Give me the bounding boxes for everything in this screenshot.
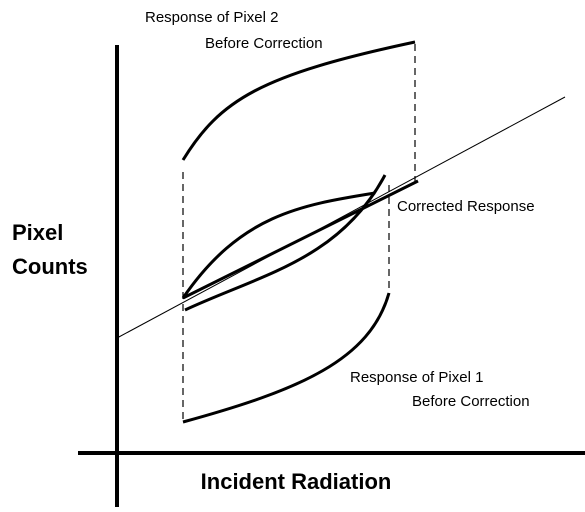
pixel1-label: Response of Pixel 1 [350,369,483,386]
corrected-line [182,179,419,300]
pixel2-label: Before Correction [205,35,323,52]
y-axis-label: Counts [12,254,88,279]
corrected-curve-a [181,191,376,299]
pixel1-label: Before Correction [412,393,530,410]
corrected-label: Corrected Response [397,198,535,215]
pixel2-curve [181,40,416,161]
pixel1-curve [182,292,391,424]
x-axis-label: Incident Radiation [201,469,392,494]
y-axis-label: Pixel [12,220,63,245]
pixel2-label: Response of Pixel 2 [145,9,278,26]
corrected-curve-b [184,174,387,312]
ideal-line [116,96,566,339]
